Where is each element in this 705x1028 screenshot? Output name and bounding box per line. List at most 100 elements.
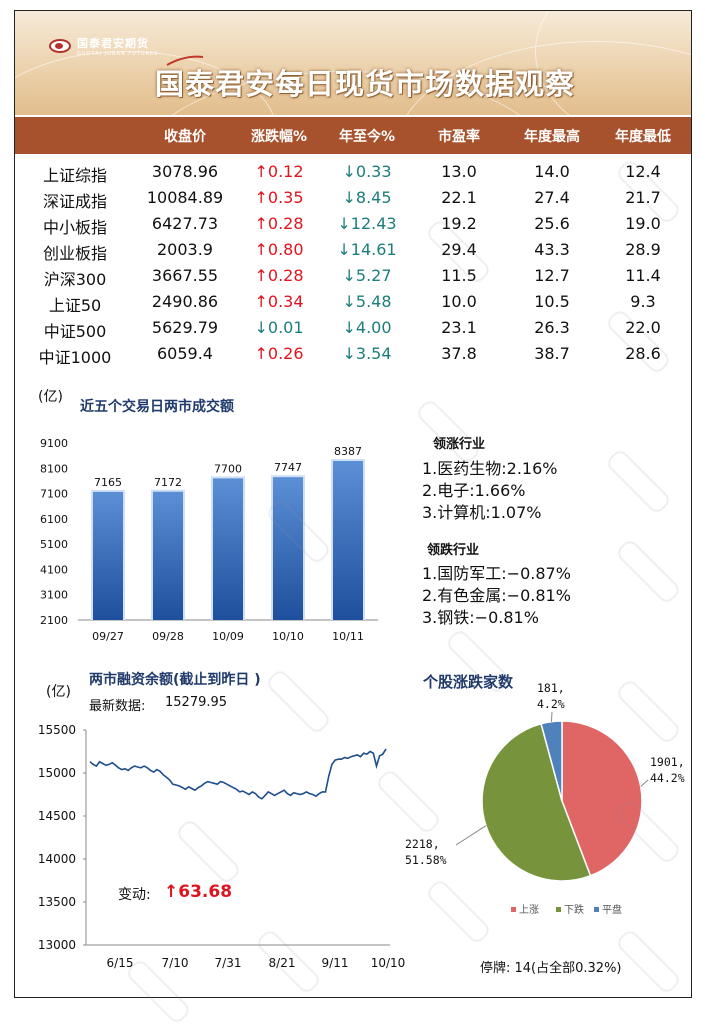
margin-balance-line: [89, 748, 387, 800]
row-pe-value: 29.4: [441, 240, 477, 259]
row-low-value: 19.0: [625, 214, 661, 233]
row-ytd-value: ↓5.48: [342, 292, 392, 311]
row-low-value: 28.6: [625, 344, 661, 363]
table-row: 沪深300 3667.55 ↑0.28 ↓5.27 11.5 12.7 11.4: [15, 264, 691, 290]
pie-legend-label: 上涨: [519, 904, 539, 916]
turnover-unit: (亿): [38, 389, 63, 405]
col-header-year-low: 年度最低: [615, 128, 671, 145]
bar-y-tick-label: 7100: [40, 488, 68, 501]
bar-y-tick-label: 5100: [40, 538, 68, 551]
row-ytd-value: ↓0.33: [342, 162, 392, 181]
bar-x-tick-label: 09/27: [92, 630, 124, 643]
row-index-name: 深证成指: [42, 192, 107, 211]
row-close-value: 6427.73: [151, 214, 219, 233]
row-index-name: 沪深300: [43, 270, 107, 289]
pie-data-label: 51.58%: [405, 853, 447, 867]
row-ytd-value: ↓14.61: [337, 240, 397, 259]
row-chg-value: ↓0.01: [254, 318, 304, 337]
suspended-count: 停牌: 14(占全部0.32%): [480, 961, 622, 976]
leading-industries-title: 领涨行业: [433, 437, 486, 452]
margin-unit: (亿): [46, 684, 71, 700]
col-header-change: 涨跌幅%: [250, 128, 308, 145]
turnover-bar: [213, 478, 243, 620]
row-high-value: 27.4: [534, 188, 570, 207]
margin-change-value: ↑63.68: [164, 882, 233, 902]
row-close-value: 3667.55: [151, 266, 219, 285]
pie-leader-line: [455, 825, 487, 846]
table-row: 中证500 5629.79 ↓0.01 ↓4.00 23.1 26.3 22.0: [15, 316, 691, 342]
page-title: 国泰君安每日现货市场数据观察: [155, 67, 576, 101]
lagging-industry-1: 1.国防军工:−0.87%: [422, 564, 571, 583]
line-y-tick-label: 13500: [38, 895, 76, 909]
row-high-value: 43.3: [534, 240, 570, 259]
lagging-industry-2: 2.有色金属:−0.81%: [422, 586, 571, 605]
row-close-value: 5629.79: [151, 318, 219, 337]
row-chg-value: ↑0.80: [254, 240, 304, 259]
row-high-value: 25.6: [534, 214, 570, 233]
margin-latest-value: 15279.95: [165, 695, 228, 710]
pie-slice-平盘: [540, 720, 563, 802]
bar-value-label: 7165: [94, 476, 122, 489]
pie-data-label: 4.2%: [537, 697, 565, 711]
bar-y-tick-label: 8100: [40, 462, 68, 475]
bar-y-tick-label: 2100: [40, 614, 68, 627]
pie-data-label: 44.2%: [650, 771, 685, 785]
row-close-value: 3078.96: [151, 162, 219, 181]
bar-value-label: 7700: [214, 462, 242, 475]
row-index-name: 创业板指: [42, 244, 107, 263]
pie-data-label: 181,: [537, 681, 565, 695]
table-row: 中证1000 6059.4 ↑0.26 ↓3.54 37.8 38.7 28.6: [15, 342, 691, 368]
bar-y-tick-label: 4100: [40, 563, 68, 576]
pie-leader-line: [640, 779, 649, 787]
pie-legend-swatch: [594, 907, 599, 912]
row-ytd-value: ↓4.00: [342, 318, 392, 337]
row-close-value: 2003.9: [157, 240, 213, 259]
row-chg-value: ↑0.28: [254, 214, 304, 233]
line-x-tick-label: 9/11: [322, 956, 349, 970]
margin-title: 两市融资余额(截止到昨日 ): [89, 672, 261, 688]
table-row: 上证综指 3078.96 ↑0.12 ↓0.33 13.0 14.0 12.4: [15, 160, 691, 186]
bar-x-tick-label: 09/28: [152, 630, 184, 643]
margin-change-label: 变动:: [118, 887, 151, 903]
breadth-title: 个股涨跌家数: [423, 673, 514, 691]
row-low-value: 9.3: [630, 292, 656, 311]
col-header-ytd: 年至今%: [338, 128, 396, 145]
line-y-tick-label: 14000: [38, 852, 76, 866]
turnover-bar: [273, 477, 303, 620]
row-low-value: 22.0: [625, 318, 661, 337]
bar-x-tick-label: 10/09: [212, 630, 244, 643]
line-y-tick-label: 13000: [38, 938, 76, 952]
row-pe-value: 10.0: [441, 292, 477, 311]
row-pe-value: 13.0: [441, 162, 477, 181]
bar-x-tick-label: 10/11: [332, 630, 364, 643]
line-y-tick-label: 15500: [38, 723, 76, 737]
bar-value-label: 8387: [334, 445, 362, 458]
pie-legend-label: 平盘: [602, 903, 622, 916]
row-index-name: 中证500: [43, 322, 107, 341]
row-low-value: 21.7: [625, 188, 661, 207]
pie-leader-line: [550, 711, 553, 722]
row-low-value: 12.4: [625, 162, 661, 181]
row-close-value: 10084.89: [146, 188, 224, 207]
row-chg-value: ↑0.28: [254, 266, 304, 285]
pie-legend-swatch: [556, 907, 561, 912]
pie-legend-swatch: [511, 907, 516, 912]
row-high-value: 12.7: [534, 266, 570, 285]
bar-y-tick-label: 3100: [40, 589, 68, 602]
lagging-industry-3: 3.钢铁:−0.81%: [422, 608, 539, 627]
leading-industry-3: 3.计算机:1.07%: [422, 503, 542, 522]
brand-logo-block: 国泰君安期货 GUOTAI JUNAN FUTURES: [49, 35, 158, 57]
row-pe-value: 19.2: [441, 214, 477, 233]
col-header-close: 收盘价: [164, 128, 206, 145]
brand-logo-icon: [49, 39, 71, 53]
table-row: 中小板指 6427.73 ↑0.28 ↓12.43 19.2 25.6 19.0: [15, 212, 691, 238]
lagging-industries-title: 领跌行业: [427, 543, 480, 558]
leading-industry-1: 1.医药生物:2.16%: [422, 459, 558, 478]
table-row: 深证成指 10084.89 ↑0.35 ↓8.45 22.1 27.4 21.7: [15, 186, 691, 212]
line-x-tick-label: 8/21: [269, 956, 296, 970]
row-ytd-value: ↓12.43: [337, 214, 397, 233]
pie-legend-label: 下跌: [564, 903, 584, 916]
row-high-value: 38.7: [534, 344, 570, 363]
bar-x-tick-label: 10/10: [272, 630, 304, 643]
